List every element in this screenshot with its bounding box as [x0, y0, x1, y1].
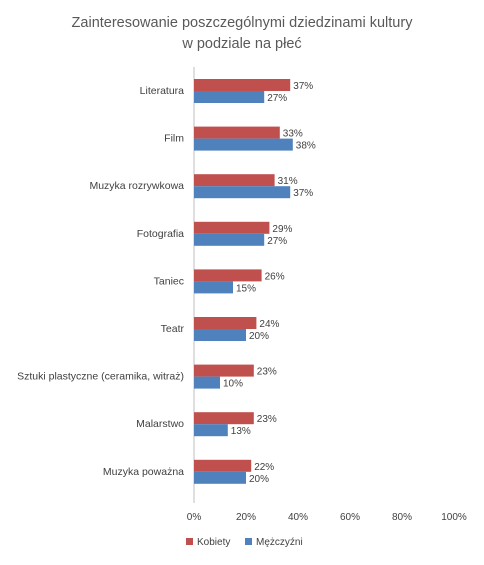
- category-label: Muzyka poważna: [103, 466, 184, 478]
- legend-swatch-mezczyzni: [245, 538, 252, 545]
- bar-mezczyzni: [194, 186, 291, 199]
- x-tick-label: 0%: [187, 512, 202, 523]
- category-label: Literatura: [140, 85, 185, 97]
- category-label: Film: [164, 133, 184, 145]
- data-label: 33%: [283, 129, 303, 140]
- data-label: 10%: [223, 379, 243, 390]
- bar-mezczyzni: [194, 233, 265, 246]
- bar-kobiety: [194, 317, 257, 329]
- bars: [194, 79, 293, 484]
- category-label: Fotografia: [137, 228, 184, 240]
- category-labels: Literatura Film Muzyka rozrywkowa Fotografi…: [17, 85, 184, 478]
- data-labels: 37%27%33%38%31%37%29%27%26%15%24%20%23%1…: [223, 81, 316, 485]
- category-label: Teatr: [161, 323, 185, 335]
- data-label: 24%: [259, 319, 279, 330]
- data-label: 26%: [265, 271, 285, 282]
- chart-subtitle: w podziale na płeć: [181, 36, 301, 52]
- legend-swatch-kobiety: [186, 538, 193, 545]
- category-label: Malarstwo: [136, 418, 184, 430]
- category-label: Sztuki plastyczne (ceramika, witraż): [17, 371, 184, 383]
- x-tick-label: 20%: [236, 512, 256, 523]
- x-tick-label: 100%: [441, 512, 467, 523]
- data-label: 27%: [267, 236, 287, 247]
- category-label: Muzyka rozrywkowa: [89, 180, 184, 192]
- data-label: 23%: [257, 367, 277, 378]
- data-label: 27%: [267, 93, 287, 104]
- legend: Kobiety Mężczyźni: [186, 537, 303, 548]
- chart-title: Zainteresowanie poszczególnymi dziedzina…: [72, 15, 414, 31]
- bar-mezczyzni: [194, 281, 233, 294]
- data-label: 37%: [293, 81, 313, 92]
- data-label: 29%: [272, 224, 292, 235]
- bar-mezczyzni: [194, 471, 246, 484]
- data-label: 31%: [278, 176, 298, 187]
- data-label: 38%: [296, 141, 316, 152]
- bar-kobiety: [194, 126, 280, 139]
- bar-mezczyzni: [194, 424, 228, 437]
- data-label: 20%: [249, 331, 269, 342]
- x-tick-label: 80%: [392, 512, 412, 523]
- x-tick-labels: 0% 20% 40% 60% 80% 100%: [187, 512, 467, 523]
- bar-kobiety: [194, 221, 270, 234]
- bar-kobiety: [194, 79, 291, 91]
- bar-mezczyzni: [194, 376, 220, 389]
- data-label: 22%: [254, 462, 274, 473]
- data-label: 20%: [249, 474, 269, 485]
- x-tick-label: 60%: [340, 512, 360, 523]
- category-label: Taniec: [154, 275, 184, 287]
- bar-mezczyzni: [194, 138, 293, 151]
- bar-kobiety: [194, 412, 254, 425]
- legend-label-kobiety: Kobiety: [197, 537, 230, 548]
- bar-mezczyzni: [194, 91, 265, 103]
- data-label: 13%: [231, 426, 251, 437]
- x-tick-label: 40%: [288, 512, 308, 523]
- bar-kobiety: [194, 364, 254, 377]
- data-label: 15%: [236, 283, 256, 294]
- bar-mezczyzni: [194, 329, 246, 341]
- legend-label-mezczyzni: Mężczyźni: [256, 537, 303, 548]
- data-label: 23%: [257, 414, 277, 425]
- bar-kobiety: [194, 174, 275, 187]
- bar-kobiety: [194, 269, 262, 282]
- bar-kobiety: [194, 459, 252, 472]
- data-label: 37%: [293, 188, 313, 199]
